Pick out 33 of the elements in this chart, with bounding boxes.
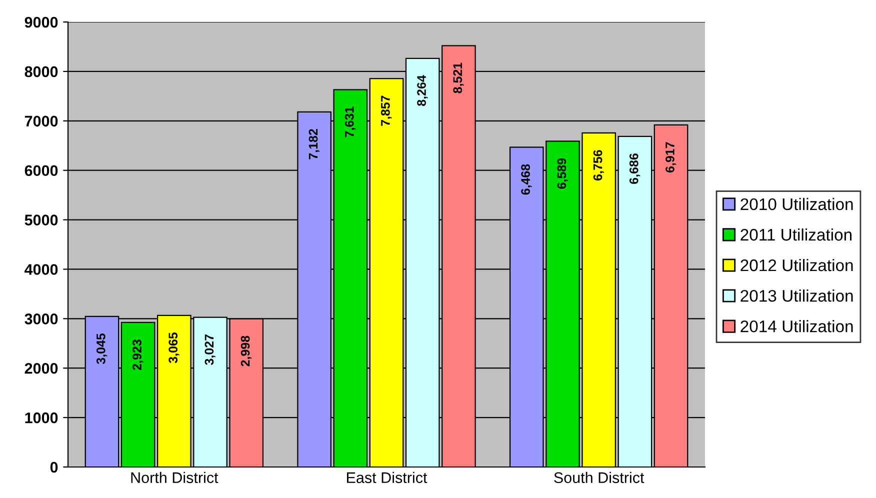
y-tick-label: 1000 (25, 412, 58, 424)
y-tick-label: 2000 (24, 362, 58, 374)
data-label: 8,521 (453, 62, 464, 94)
x-tick-label: South District (554, 472, 644, 484)
y-tick-label: 7000 (24, 116, 58, 127)
x-tick-label: North District (131, 472, 218, 484)
legend-label: 2010 Utilization (740, 198, 853, 210)
data-label: 8,264 (417, 75, 428, 106)
data-label: 2,923 (132, 340, 144, 370)
y-tick-label: 3000 (24, 314, 58, 324)
y-tick-label: 9000 (24, 16, 58, 28)
y-tick-label: 8000 (24, 66, 58, 78)
data-label: 6,917 (666, 142, 676, 172)
legend-label: 2014 Utilization (740, 320, 853, 332)
data-label: 7,182 (308, 129, 320, 160)
data-label: 6,756 (593, 150, 604, 180)
data-label: 2,998 (240, 336, 252, 366)
x-tick-label: East District (347, 472, 428, 484)
legend-label: 2013 Utilization (740, 290, 853, 302)
data-label: 6,468 (521, 164, 532, 195)
legend-label: 2012 Utilization (740, 258, 853, 272)
data-label: 7,857 (381, 96, 392, 126)
data-label: 6,589 (557, 158, 568, 189)
y-tick-label: 6000 (24, 165, 58, 176)
data-label: 7,631 (344, 106, 356, 138)
legend-label: 2011 Utilization (740, 228, 852, 241)
y-tick-label: 0 (50, 462, 58, 473)
data-label: 6,686 (629, 154, 640, 184)
data-label: 3,065 (168, 332, 180, 364)
data-label: 3,027 (204, 334, 216, 365)
data-label: 3,045 (96, 333, 108, 364)
y-tick-label: 4000 (24, 264, 58, 275)
y-tick-label: 5000 (24, 214, 58, 226)
